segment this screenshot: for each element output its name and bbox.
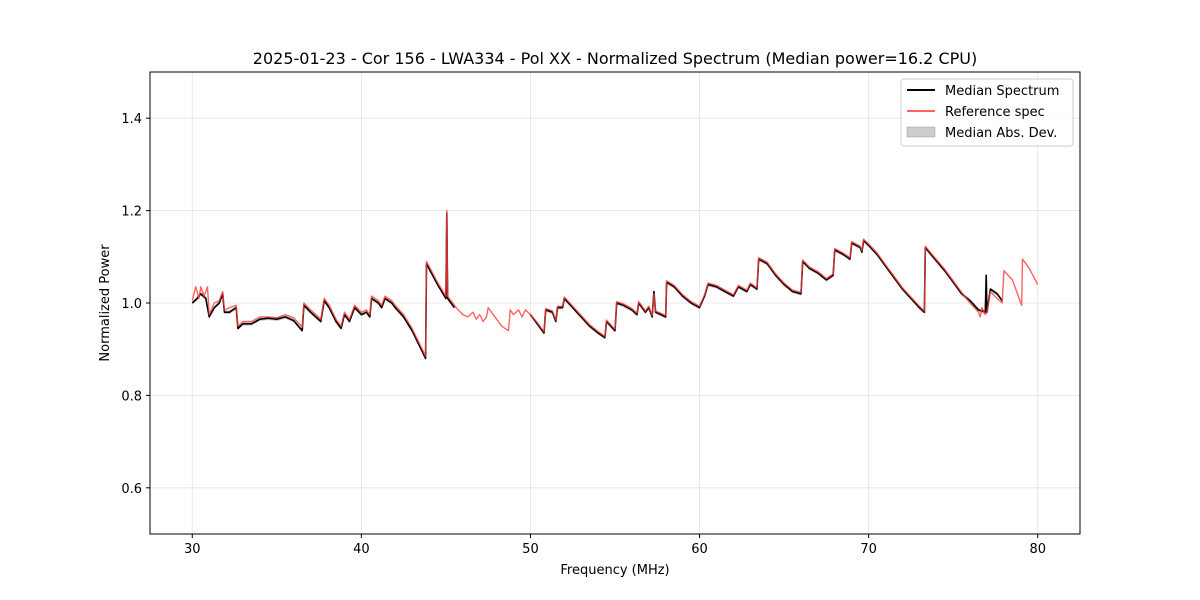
x-axis-label: Frequency (MHz): [560, 563, 669, 578]
x-tick-label: 70: [860, 542, 877, 557]
legend-box: [900, 78, 1074, 147]
x-tick-label: 80: [1029, 542, 1046, 557]
legend-reference-label: Reference spec: [945, 105, 1045, 120]
legend-mad-swatch: [906, 126, 936, 138]
y-tick-label: 1.2: [121, 205, 142, 220]
legend: Median Spectrum Reference spec Median Ab…: [900, 78, 1074, 147]
chart-title: 2025-01-23 - Cor 156 - LWA334 - Pol XX -…: [253, 49, 977, 68]
y-tick-label: 1.4: [121, 112, 142, 127]
legend-mad-label: Median Abs. Dev.: [945, 126, 1057, 141]
y-axis-label: Normalized Power: [98, 244, 113, 362]
axis-ticks: 30 40 50 60 70 80 0.6 0.8 1.0 1.2 1.4: [121, 112, 1046, 557]
series-layer: [191, 209, 1039, 361]
x-tick-label: 50: [522, 542, 539, 557]
y-tick-label: 0.6: [121, 482, 142, 497]
reference-spectrum-line: [191, 209, 1039, 357]
y-tick-label: 1.0: [121, 297, 142, 312]
legend-median-label: Median Spectrum: [945, 84, 1059, 99]
x-tick-label: 60: [691, 542, 708, 557]
y-tick-label: 0.8: [121, 389, 142, 404]
x-tick-label: 30: [184, 542, 201, 557]
x-tick-label: 40: [353, 542, 370, 557]
